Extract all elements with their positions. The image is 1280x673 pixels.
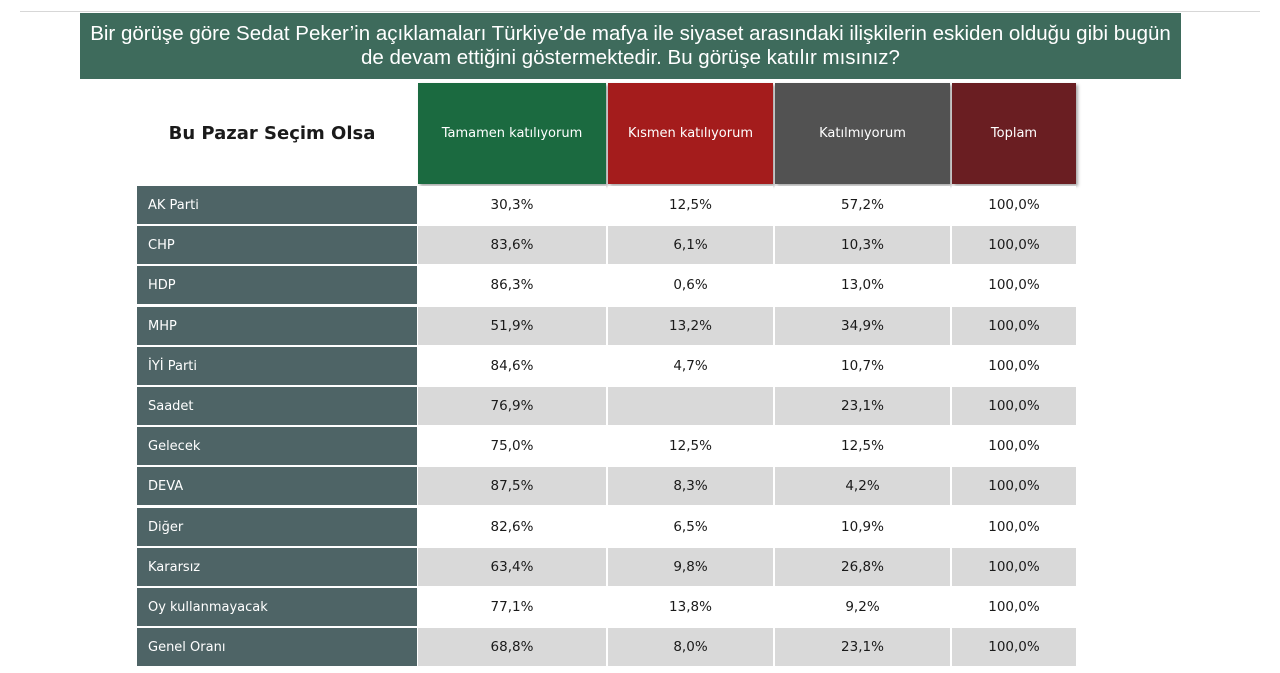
row-label: Kararsız xyxy=(137,548,417,586)
table-cell: 23,1% xyxy=(775,628,950,666)
col-head-kismen: Kısmen katılıyorum xyxy=(608,83,773,184)
row-label: DEVA xyxy=(137,467,417,505)
table-cell: 100,0% xyxy=(952,387,1076,425)
row-label: HDP xyxy=(137,266,417,304)
row-label: Gelecek xyxy=(137,427,417,465)
table-cell: 68,8% xyxy=(418,628,606,666)
row-label: MHP xyxy=(137,307,417,345)
col-head-katilmiyorum: Katılmıyorum xyxy=(775,83,950,184)
table-cell: 8,3% xyxy=(608,467,773,505)
table-cell: 100,0% xyxy=(952,548,1076,586)
table-cell: 82,6% xyxy=(418,508,606,546)
table-cell: 100,0% xyxy=(952,266,1076,304)
table-cell: 34,9% xyxy=(775,307,950,345)
row-label: Oy kullanmayacak xyxy=(137,588,417,626)
table-cell: 10,7% xyxy=(775,347,950,385)
table-cell: 12,5% xyxy=(608,427,773,465)
row-label: Saadet xyxy=(137,387,417,425)
table-cell: 4,2% xyxy=(775,467,950,505)
table-cell: 75,0% xyxy=(418,427,606,465)
row-label: CHP xyxy=(137,226,417,264)
top-divider xyxy=(20,11,1260,12)
table-cell: 100,0% xyxy=(952,628,1076,666)
table-cell: 57,2% xyxy=(775,186,950,224)
table-cell: 9,8% xyxy=(608,548,773,586)
table-cell: 26,8% xyxy=(775,548,950,586)
table-cell: 4,7% xyxy=(608,347,773,385)
chart-title: Bir görüşe göre Sedat Peker’in açıklamal… xyxy=(80,13,1181,79)
table-cell: 100,0% xyxy=(952,186,1076,224)
table-cell: 76,9% xyxy=(418,387,606,425)
table-cell: 12,5% xyxy=(608,186,773,224)
row-label: Diğer xyxy=(137,508,417,546)
table-cell: 83,6% xyxy=(418,226,606,264)
table-cell: 100,0% xyxy=(952,508,1076,546)
table-cell: 63,4% xyxy=(418,548,606,586)
table-cell: 23,1% xyxy=(775,387,950,425)
table-cell: 8,0% xyxy=(608,628,773,666)
table-cell: 13,2% xyxy=(608,307,773,345)
table-cell: 100,0% xyxy=(952,467,1076,505)
table-cell: 51,9% xyxy=(418,307,606,345)
row-label: Genel Oranı xyxy=(137,628,417,666)
row-header-label: Bu Pazar Seçim Olsa xyxy=(168,123,376,144)
table-cell: 13,0% xyxy=(775,266,950,304)
table-cell xyxy=(608,387,773,425)
col-head-toplam: Toplam xyxy=(952,83,1076,184)
row-label: AK Parti xyxy=(137,186,417,224)
table-cell: 6,1% xyxy=(608,226,773,264)
table-cell: 100,0% xyxy=(952,427,1076,465)
table-cell: 84,6% xyxy=(418,347,606,385)
table-cell: 6,5% xyxy=(608,508,773,546)
table-cell: 13,8% xyxy=(608,588,773,626)
table-cell: 100,0% xyxy=(952,226,1076,264)
table-cell: 100,0% xyxy=(952,347,1076,385)
table-cell: 100,0% xyxy=(952,307,1076,345)
table-cell: 0,6% xyxy=(608,266,773,304)
row-label: İYİ Parti xyxy=(137,347,417,385)
table-cell: 100,0% xyxy=(952,588,1076,626)
table-cell: 10,9% xyxy=(775,508,950,546)
table-cell: 87,5% xyxy=(418,467,606,505)
table-cell: 9,2% xyxy=(775,588,950,626)
table-cell: 77,1% xyxy=(418,588,606,626)
col-head-tamamen: Tamamen katılıyorum xyxy=(418,83,606,184)
table-cell: 30,3% xyxy=(418,186,606,224)
table-cell: 12,5% xyxy=(775,427,950,465)
table-cell: 86,3% xyxy=(418,266,606,304)
table-cell: 10,3% xyxy=(775,226,950,264)
